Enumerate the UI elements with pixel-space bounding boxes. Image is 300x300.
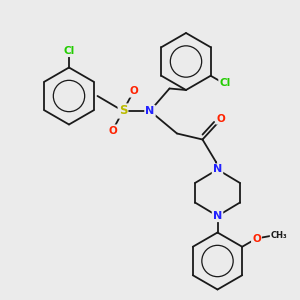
- Text: CH₃: CH₃: [271, 231, 287, 240]
- Text: N: N: [213, 211, 222, 221]
- Text: O: O: [108, 125, 117, 136]
- Text: O: O: [216, 113, 225, 124]
- Text: Cl: Cl: [219, 77, 231, 88]
- Text: Cl: Cl: [63, 46, 75, 56]
- Text: O: O: [129, 86, 138, 97]
- Text: N: N: [213, 164, 222, 175]
- Text: N: N: [146, 106, 154, 116]
- Text: S: S: [119, 104, 127, 118]
- Text: O: O: [252, 233, 261, 244]
